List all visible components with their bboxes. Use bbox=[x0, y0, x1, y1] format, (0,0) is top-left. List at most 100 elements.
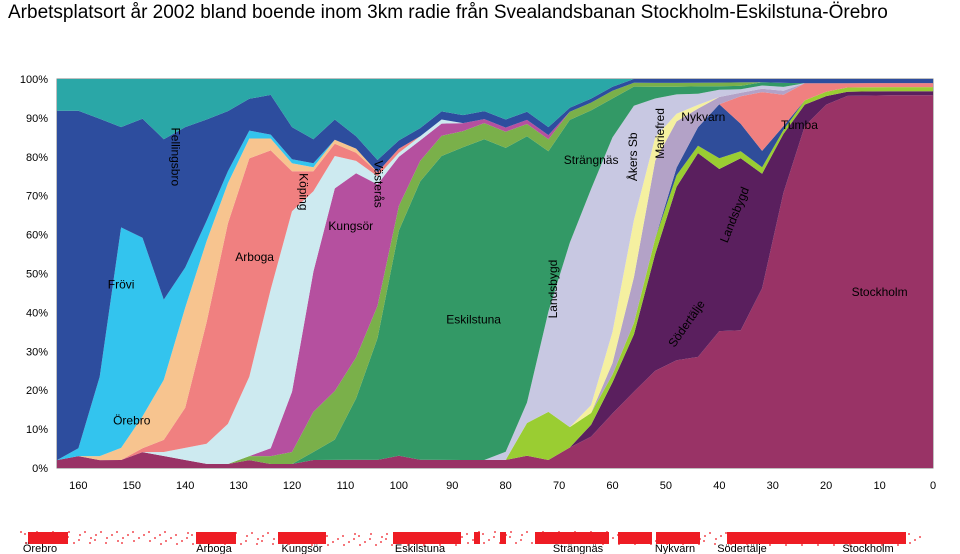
station-speckle bbox=[704, 535, 706, 537]
y-tick-label: 20% bbox=[26, 385, 48, 397]
station-speckle bbox=[246, 535, 248, 537]
station-speckle bbox=[477, 536, 479, 538]
station-speckle bbox=[488, 539, 490, 541]
station-speckle bbox=[634, 543, 636, 545]
station-speckle bbox=[628, 537, 630, 539]
station-speckle bbox=[111, 534, 113, 536]
station-label-arboga: Arboga bbox=[196, 543, 232, 554]
station-speckle bbox=[699, 538, 701, 540]
station-speckle bbox=[785, 544, 787, 546]
station-speckle bbox=[687, 540, 689, 542]
station-speckle bbox=[423, 544, 425, 546]
station-speckle bbox=[504, 539, 506, 541]
station-speckle bbox=[202, 537, 204, 539]
station-speckle bbox=[192, 543, 194, 545]
station-speckle bbox=[24, 533, 26, 535]
station-speckle bbox=[774, 541, 776, 543]
station-speckle bbox=[579, 542, 581, 544]
station-speckle bbox=[537, 534, 539, 536]
station-speckle bbox=[585, 534, 587, 536]
station-speckle bbox=[806, 541, 808, 543]
station-speckle bbox=[893, 542, 895, 544]
x-tick-label: 0 bbox=[930, 480, 936, 492]
station-speckle bbox=[574, 531, 576, 533]
station-speckle bbox=[822, 541, 824, 543]
area-label-koping: Köping bbox=[297, 173, 311, 210]
station-speckle bbox=[35, 536, 37, 538]
area-label-arboga: Arboga bbox=[235, 250, 274, 264]
station-speckle bbox=[94, 539, 96, 541]
x-tick-label: 160 bbox=[69, 480, 87, 492]
station-speckle bbox=[348, 541, 350, 543]
station-speckle bbox=[483, 542, 485, 544]
station-speckle bbox=[466, 533, 468, 535]
station-speckle bbox=[795, 538, 797, 540]
x-tick-label: 140 bbox=[176, 480, 194, 492]
station-speckle bbox=[655, 540, 657, 542]
station-speckle bbox=[801, 544, 803, 546]
station-speckle bbox=[478, 531, 480, 533]
x-tick-label: 50 bbox=[660, 480, 672, 492]
station-speckle bbox=[310, 535, 312, 537]
station-speckle bbox=[164, 531, 166, 533]
station-speckle bbox=[186, 537, 188, 539]
station-speckle bbox=[133, 540, 135, 542]
station-speckle bbox=[887, 536, 889, 538]
area-label-fellingsbro: Fellingsbro bbox=[168, 127, 182, 186]
station-speckle bbox=[440, 539, 442, 541]
station-speckle bbox=[758, 541, 760, 543]
station-speckle bbox=[617, 534, 619, 536]
station-speckle bbox=[773, 532, 775, 534]
bottom-station-strip: Örebro Arboga Kungsör Eskilstuna Strängnäs Ny… bbox=[20, 531, 921, 554]
station-speckle bbox=[779, 538, 781, 540]
area-label-vasteras: Västerås bbox=[371, 160, 385, 207]
station-speckle bbox=[725, 532, 727, 534]
station-speckle bbox=[208, 543, 210, 545]
y-tick-label: 90% bbox=[26, 113, 48, 125]
station-speckle bbox=[677, 532, 679, 534]
station-label-eskilstuna: Eskilstuna bbox=[395, 543, 446, 554]
station-speckle bbox=[682, 543, 684, 545]
x-tick-label: 60 bbox=[606, 480, 618, 492]
area-label-frovi: Frövi bbox=[108, 277, 135, 291]
station-speckle bbox=[343, 544, 345, 546]
x-tick-label: 120 bbox=[283, 480, 301, 492]
area-label-orebro: Örebro bbox=[113, 413, 151, 427]
station-speckle bbox=[219, 532, 221, 534]
station-speckle bbox=[283, 532, 285, 534]
station-speckle bbox=[784, 535, 786, 537]
station-speckle bbox=[175, 534, 177, 536]
y-tick-label: 50% bbox=[26, 269, 48, 281]
station-speckle bbox=[520, 539, 522, 541]
station-speckle bbox=[849, 544, 851, 546]
station-speckle bbox=[623, 540, 625, 542]
station-speckle bbox=[671, 540, 673, 542]
station-speckle bbox=[224, 543, 226, 545]
station-speckle bbox=[36, 531, 38, 533]
station-speckle bbox=[703, 540, 705, 542]
station-label-kungsor: Kungsör bbox=[282, 543, 323, 554]
station-speckle bbox=[187, 532, 189, 534]
station-speckle bbox=[693, 532, 695, 534]
station-speckle bbox=[100, 531, 102, 533]
station-band bbox=[500, 532, 506, 544]
x-tick-label: 80 bbox=[500, 480, 512, 492]
station-speckle bbox=[746, 543, 748, 545]
station-speckle bbox=[386, 533, 388, 535]
station-speckle bbox=[408, 539, 410, 541]
station-speckle bbox=[418, 533, 420, 535]
x-tick-label: 30 bbox=[767, 480, 779, 492]
station-speckle bbox=[844, 533, 846, 535]
station-speckle bbox=[165, 540, 167, 542]
station-band bbox=[196, 532, 236, 544]
station-speckle bbox=[451, 542, 453, 544]
station-speckle bbox=[229, 540, 231, 542]
station-speckle bbox=[709, 532, 711, 534]
station-speckle bbox=[148, 531, 150, 533]
station-speckle bbox=[413, 536, 415, 538]
station-speckle bbox=[515, 542, 517, 544]
station-speckle bbox=[353, 538, 355, 540]
station-speckle bbox=[639, 540, 641, 542]
station-speckle bbox=[46, 539, 48, 541]
station-speckle bbox=[154, 537, 156, 539]
